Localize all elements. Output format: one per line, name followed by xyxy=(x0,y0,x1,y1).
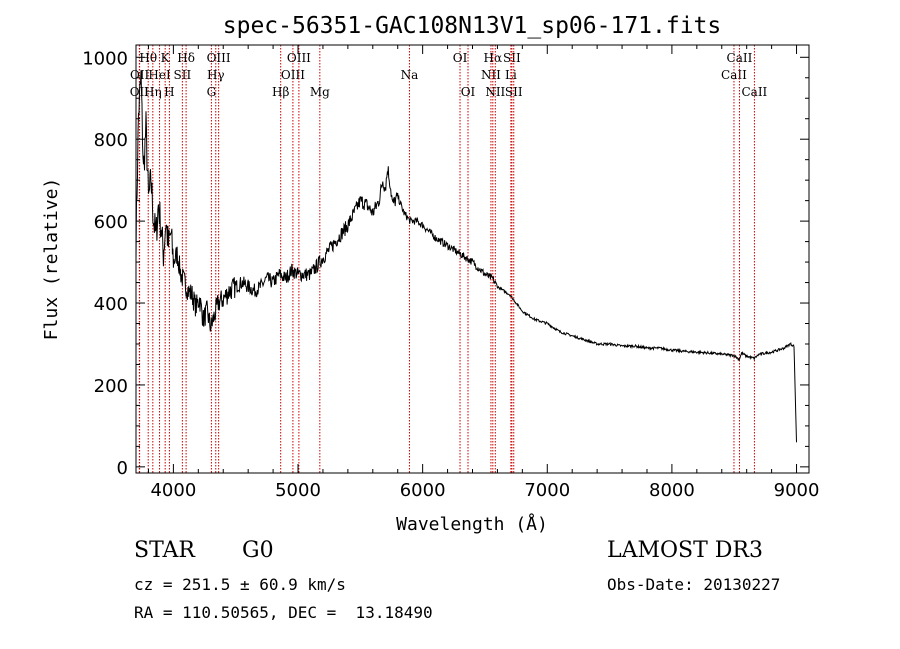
chart-title: spec-56351-GAC108N13V1_sp06-171.fits xyxy=(223,13,722,39)
spectrum-line xyxy=(135,70,797,443)
spectral-line-label: Hη xyxy=(144,85,162,99)
spectral-line-label: Hβ xyxy=(272,85,289,99)
x-tick-label: 8000 xyxy=(649,480,695,501)
y-tick-label: 1000 xyxy=(82,48,128,69)
x-tick-label: 7000 xyxy=(524,480,570,501)
x-axis: 4000 5000 6000 7000 8000 9000 xyxy=(147,45,820,501)
spectral-line-label: Hθ xyxy=(139,51,157,65)
spectral-line-label: CaII xyxy=(741,85,767,99)
x-axis-label: Wavelength (Å) xyxy=(396,513,548,535)
spectral-line-label: Mg xyxy=(310,85,330,99)
y-tick-label: 600 xyxy=(94,212,128,233)
spectral-lines-layer: OIIHθOIIHηHeIKHSIIHδGHγOIIIHβOIIIOIIIMgN… xyxy=(130,45,768,473)
object-class: STAR xyxy=(134,538,195,563)
spectral-line-label: Hδ xyxy=(177,51,195,65)
object-subclass: G0 xyxy=(242,538,274,563)
spectral-line-label: SII xyxy=(174,68,192,82)
coordinates-readout: RA = 110.50565, DEC = 13.18490 xyxy=(134,603,433,622)
survey-name: LAMOST DR3 xyxy=(607,538,763,563)
spectral-line-label: CaII xyxy=(721,68,747,82)
spectral-line-label: K xyxy=(161,51,171,65)
spectral-line-label: SII xyxy=(505,85,523,99)
x-tick-label: 4000 xyxy=(150,480,196,501)
spectral-line-label: OI xyxy=(461,85,476,99)
spectral-line-label: Li xyxy=(505,68,517,82)
spectral-line-label: OI xyxy=(453,51,468,65)
y-tick-label: 400 xyxy=(94,294,128,315)
spectral-line-label: OIII xyxy=(287,51,311,65)
spectral-line-label: CaII xyxy=(727,51,753,65)
spectral-line-label: H xyxy=(164,85,174,99)
spectral-line-label: NII xyxy=(481,68,501,82)
spectral-line-label: OIII xyxy=(207,51,231,65)
y-tick-label: 200 xyxy=(94,376,128,397)
x-tick-label: 6000 xyxy=(400,480,446,501)
y-tick-label: 800 xyxy=(94,130,128,151)
x-tick-label: 9000 xyxy=(774,480,820,501)
observation-date: Obs-Date: 20130227 xyxy=(607,575,781,594)
y-tick-label: 0 xyxy=(117,458,128,479)
redshift-readout: cz = 251.5 ± 60.9 km/s xyxy=(134,575,346,594)
series-layer xyxy=(135,70,797,443)
spectral-line-label: SII xyxy=(503,51,521,65)
spectral-line-label: Na xyxy=(401,68,419,82)
spectral-line-label: Hγ xyxy=(207,68,225,82)
spectral-line-label: HeI xyxy=(148,68,171,82)
spectral-line-label: OII xyxy=(130,68,150,82)
spectral-line-label: Hα xyxy=(484,51,503,65)
x-tick-label: 5000 xyxy=(275,480,321,501)
spectral-line-label: NII xyxy=(485,85,505,99)
y-axis-label: Flux (relative) xyxy=(41,178,62,341)
y-axis: 0 200 400 600 800 1000 xyxy=(82,48,809,479)
spectral-line-label: G xyxy=(207,85,217,99)
spectral-line-label: OIII xyxy=(281,68,305,82)
